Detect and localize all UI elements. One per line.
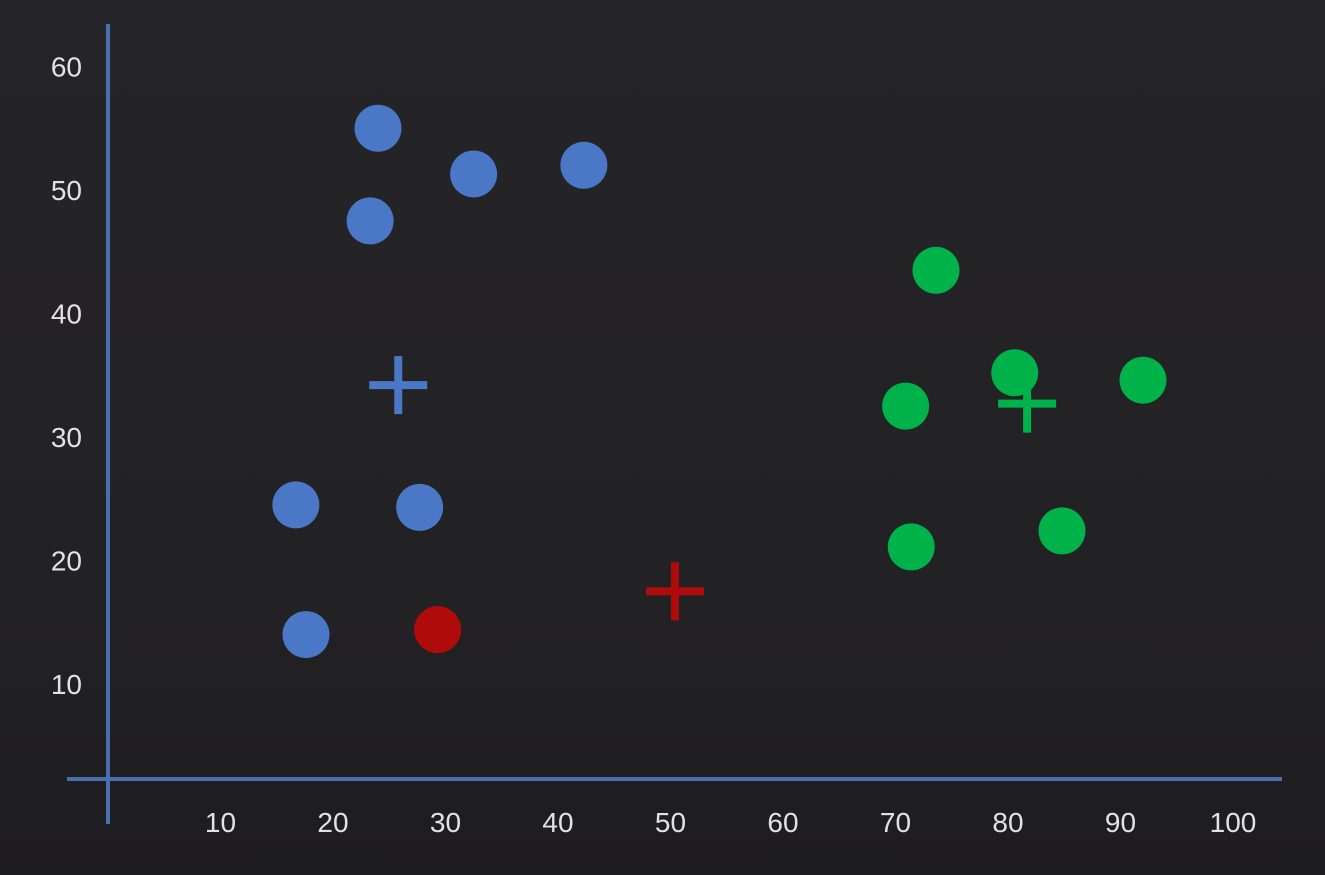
y-tick-label: 40 (51, 299, 82, 330)
data-point (882, 382, 930, 430)
y-tick-label: 50 (51, 175, 82, 206)
data-point (1038, 507, 1086, 555)
y-tick-label: 10 (51, 669, 82, 700)
centroid-plus-marker (998, 374, 1057, 433)
x-tick-label: 20 (317, 807, 348, 838)
data-point (346, 197, 394, 245)
x-tick-label: 70 (880, 807, 911, 838)
y-tick-label: 60 (51, 52, 82, 83)
data-point (1119, 356, 1167, 404)
centroid-markers (369, 356, 1057, 621)
data-point (991, 349, 1039, 397)
data-points (272, 104, 1167, 659)
data-point (272, 481, 320, 529)
x-tick-label: 60 (767, 807, 798, 838)
y-tick-label: 20 (51, 546, 82, 577)
x-tick-label: 80 (992, 807, 1023, 838)
y-tick-label: 30 (51, 422, 82, 453)
data-point (354, 104, 402, 152)
x-tick-label: 100 (1210, 807, 1257, 838)
centroid-plus-marker (646, 562, 704, 621)
x-tick-label: 50 (655, 807, 686, 838)
data-point (282, 611, 330, 659)
y-tick-labels: 10 20 30 40 50 60 (51, 52, 82, 701)
centroid-plus-marker (369, 356, 428, 415)
data-point (414, 606, 462, 654)
data-point (887, 523, 935, 571)
data-point (396, 483, 444, 531)
data-point (560, 141, 608, 189)
data-point (912, 246, 960, 294)
x-tick-labels: 10 20 30 40 50 60 70 80 90 100 (205, 807, 1256, 838)
x-tick-label: 30 (430, 807, 461, 838)
axes (67, 24, 1282, 824)
data-point (450, 150, 498, 198)
x-tick-label: 90 (1105, 807, 1136, 838)
x-tick-label: 10 (205, 807, 236, 838)
x-tick-label: 40 (542, 807, 573, 838)
